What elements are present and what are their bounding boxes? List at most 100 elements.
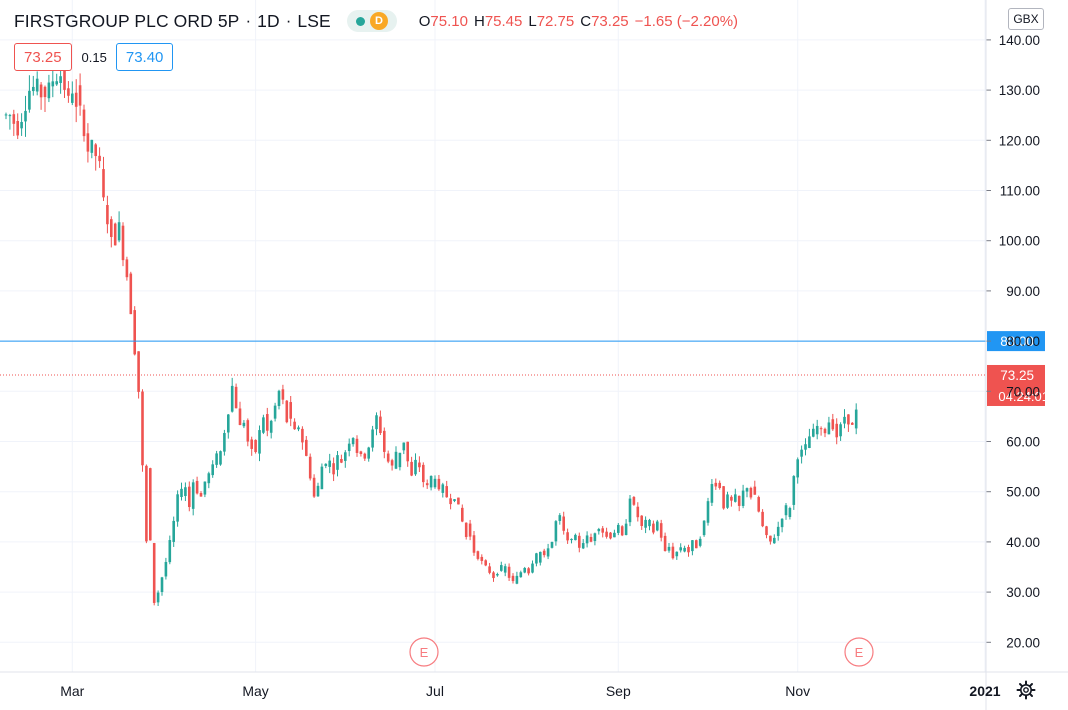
candle-up bbox=[4, 112, 8, 120]
bid-price-button[interactable]: 73.25 bbox=[14, 43, 72, 71]
candle-body bbox=[246, 420, 250, 442]
candle-down bbox=[425, 479, 429, 489]
price-lines: 80.00 73.25 04:24:01 bbox=[0, 331, 1049, 406]
candle-down bbox=[74, 79, 78, 123]
candle-up bbox=[207, 471, 211, 489]
candle-body bbox=[640, 515, 643, 527]
candle-body bbox=[375, 415, 378, 430]
candle-up bbox=[277, 389, 281, 410]
candle-body bbox=[363, 453, 367, 459]
candle-body bbox=[133, 310, 136, 355]
candle-up bbox=[558, 513, 562, 525]
candle-down bbox=[823, 427, 827, 438]
x-tick-label: Sep bbox=[606, 683, 631, 699]
candle-body bbox=[574, 534, 577, 541]
candle-down bbox=[461, 504, 464, 523]
candle-up bbox=[51, 68, 55, 98]
candle-up bbox=[698, 536, 702, 548]
candle-body bbox=[734, 494, 737, 502]
candle-body bbox=[796, 459, 799, 478]
candle-body bbox=[539, 551, 542, 563]
candle-body bbox=[449, 498, 452, 505]
y-tick-label: 50.00 bbox=[1006, 485, 1040, 500]
candle-body bbox=[262, 417, 265, 433]
candle-body bbox=[137, 351, 140, 392]
candle-down bbox=[589, 533, 593, 543]
candle-down bbox=[687, 544, 690, 557]
candle-body bbox=[43, 86, 47, 98]
candle-body bbox=[511, 575, 515, 582]
candle-body bbox=[191, 482, 195, 509]
y-tick-label: 40.00 bbox=[1006, 535, 1040, 550]
candle-down bbox=[149, 467, 152, 541]
chart-settings-button[interactable] bbox=[1014, 678, 1038, 702]
candle-body bbox=[351, 438, 355, 445]
time-axis[interactable]: Mar May Jul Sep Nov 2021 bbox=[0, 671, 1068, 699]
candle-down bbox=[737, 495, 741, 512]
candle-down bbox=[659, 519, 663, 542]
candle-body bbox=[207, 473, 211, 484]
candle-up bbox=[574, 533, 577, 541]
candle-body bbox=[4, 114, 8, 116]
candle-up bbox=[776, 521, 780, 541]
candle-up bbox=[702, 520, 706, 537]
candle-down bbox=[152, 542, 156, 606]
candle-body bbox=[714, 482, 718, 487]
candle-body bbox=[535, 553, 538, 564]
candle-up bbox=[367, 446, 370, 462]
candle-body bbox=[675, 551, 679, 557]
candle-body bbox=[160, 577, 164, 592]
candle-up bbox=[24, 95, 27, 137]
market-status-pill[interactable]: D bbox=[346, 10, 397, 32]
candle-body bbox=[94, 144, 97, 157]
candle-body bbox=[585, 535, 589, 544]
candle-up bbox=[808, 428, 811, 449]
candle-body bbox=[289, 402, 292, 419]
candle-body bbox=[324, 463, 328, 466]
ask-price-button[interactable]: 73.40 bbox=[115, 43, 174, 71]
candle-body bbox=[172, 520, 175, 542]
candle-down bbox=[359, 450, 363, 457]
candle-up bbox=[812, 423, 815, 438]
candle-body bbox=[199, 493, 203, 497]
candle-body bbox=[129, 273, 133, 315]
candle-down bbox=[578, 532, 581, 553]
currency-button[interactable]: GBX bbox=[1008, 8, 1044, 30]
candle-body bbox=[215, 453, 218, 465]
candle-body bbox=[55, 81, 58, 85]
candle-up bbox=[184, 482, 187, 502]
candle-body bbox=[219, 451, 222, 465]
candle-up bbox=[32, 75, 35, 96]
candle-body bbox=[656, 521, 659, 531]
candle-body bbox=[519, 572, 523, 578]
candle-body bbox=[854, 409, 858, 429]
candle-body bbox=[367, 447, 370, 459]
candle-body bbox=[433, 478, 437, 488]
earnings-marker[interactable]: E bbox=[844, 637, 874, 667]
candle-up bbox=[796, 457, 799, 484]
candle-body bbox=[827, 422, 831, 435]
price-axis[interactable]: 20.00 30.00 40.00 50.00 60.00 70.00 80.00 90.00… bbox=[985, 0, 1040, 710]
interval-label[interactable]: 1D bbox=[257, 10, 280, 31]
candle-body bbox=[687, 546, 690, 553]
symbol-title[interactable]: FIRSTGROUP PLC ORD 5P bbox=[14, 10, 240, 31]
candle-up bbox=[35, 71, 39, 96]
candle-body bbox=[500, 565, 503, 571]
candle-body bbox=[843, 416, 846, 424]
candle-down bbox=[511, 573, 515, 584]
earnings-marker[interactable]: E bbox=[409, 637, 439, 667]
candle-down bbox=[82, 104, 86, 142]
candle-down bbox=[113, 222, 117, 246]
candle-body bbox=[667, 546, 671, 551]
candle-body bbox=[285, 400, 289, 423]
candle-down bbox=[102, 156, 105, 201]
symbol-legend: FIRSTGROUP PLC ORD 5P · 1D · LSE D O75.1… bbox=[14, 8, 738, 34]
candle-body bbox=[769, 535, 772, 542]
candle-body bbox=[281, 389, 285, 400]
candle-up bbox=[324, 463, 328, 469]
candle-body bbox=[164, 561, 168, 577]
candle-up bbox=[160, 576, 164, 596]
candle-down bbox=[43, 85, 47, 113]
